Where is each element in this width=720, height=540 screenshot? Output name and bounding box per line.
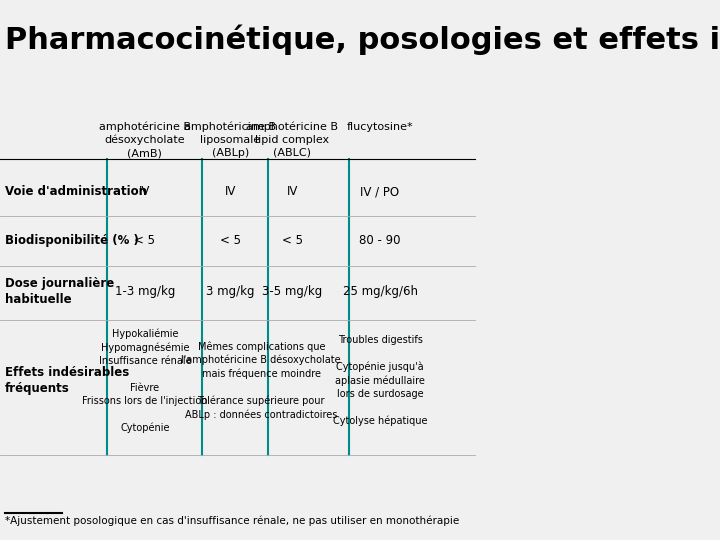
Text: < 5: < 5 xyxy=(135,234,156,247)
Text: 80 - 90: 80 - 90 xyxy=(359,234,401,247)
Text: IV: IV xyxy=(139,185,150,198)
Text: 3-5 mg/kg: 3-5 mg/kg xyxy=(262,285,323,298)
Text: Biodisponibilité (% ): Biodisponibilité (% ) xyxy=(5,234,139,247)
Text: amphotéricine B
désoxycholate
(AmB): amphotéricine B désoxycholate (AmB) xyxy=(99,122,191,158)
Text: < 5: < 5 xyxy=(220,234,241,247)
Text: Dose journalière
habituelle: Dose journalière habituelle xyxy=(5,277,114,306)
Text: 3 mg/kg: 3 mg/kg xyxy=(206,285,255,298)
Text: Pharmacocinétique, posologies et effets indés: Pharmacocinétique, posologies et effets … xyxy=(5,24,720,55)
Text: Hypokaliémie
Hypomagnésémie
Insuffisance rénale

Fièvre
Frissons lors de l'injec: Hypokaliémie Hypomagnésémie Insuffisance… xyxy=(82,328,207,433)
Text: Voie d'administration: Voie d'administration xyxy=(5,185,147,198)
Text: amphotéricine B
lipid complex
(ABLC): amphotéricine B lipid complex (ABLC) xyxy=(246,122,338,158)
Text: 1-3 mg/kg: 1-3 mg/kg xyxy=(114,285,175,298)
Text: Effets indésirables
fréquents: Effets indésirables fréquents xyxy=(5,366,129,395)
Text: < 5: < 5 xyxy=(282,234,302,247)
Text: amphotéricine B
liposomale
(ABLp): amphotéricine B liposomale (ABLp) xyxy=(184,122,276,158)
Text: flucytosine*: flucytosine* xyxy=(347,122,413,132)
Text: Troubles digestifs

Cytopénie jusqu'à
aplasie médullaire
lors de surdosage

Cyto: Troubles digestifs Cytopénie jusqu'à apl… xyxy=(333,335,427,427)
Text: IV: IV xyxy=(287,185,298,198)
Text: *Ajustement posologique en cas d'insuffisance rénale, ne pas utiliser en monothé: *Ajustement posologique en cas d'insuffi… xyxy=(5,516,459,526)
Text: IV: IV xyxy=(225,185,236,198)
Text: IV / PO: IV / PO xyxy=(361,185,400,198)
Text: 25 mg/kg/6h: 25 mg/kg/6h xyxy=(343,285,418,298)
Text: Mêmes complications que
l'amphotéricine B désoxycholate
mais fréquence moindre

: Mêmes complications que l'amphotéricine … xyxy=(181,341,341,420)
